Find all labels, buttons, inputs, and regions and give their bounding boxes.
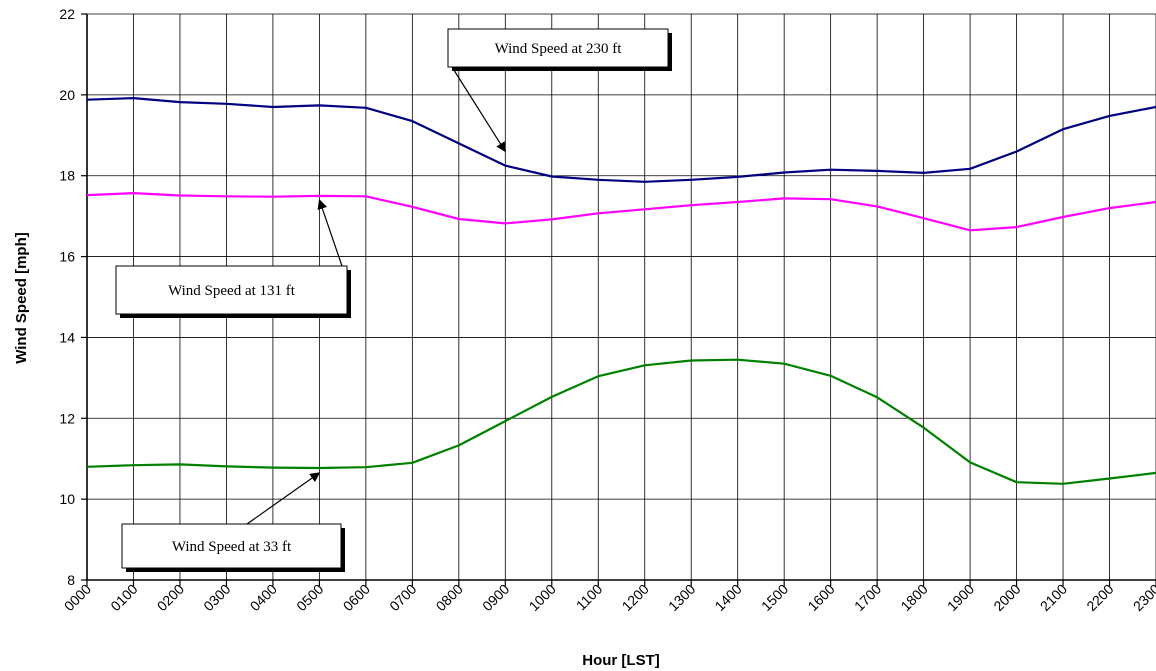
axes — [81, 13, 1156, 586]
x-tick-label: 0500 — [293, 581, 326, 614]
x-tick-label: 1900 — [944, 581, 977, 614]
x-tick-label: 1800 — [897, 581, 930, 614]
annotation-label: Wind Speed at 131 ft — [168, 283, 296, 299]
x-tick-label: 0100 — [107, 581, 140, 614]
x-tick-label: 0300 — [200, 581, 233, 614]
x-tick-label: 2300 — [1130, 581, 1156, 614]
y-tick-label: 18 — [59, 168, 75, 184]
annotation-box — [447, 28, 669, 68]
series-lines — [86, 96, 1156, 485]
x-tick-labels: 0000 0100 0200 0300 0400 0500 0600 0700 0800 0900… — [61, 581, 1156, 614]
x-tick-label: 0700 — [386, 581, 419, 614]
y-tick-label: 16 — [59, 249, 75, 265]
y-axis-title: Wind Speed [mph] — [13, 232, 30, 364]
x-axis-title: Hour [LST] — [582, 652, 659, 669]
x-tick-label: 0600 — [340, 581, 373, 614]
annotation-box — [115, 265, 348, 315]
annotations: Wind Speed at 230 ft Wind Speed at 131 ft… — [115, 28, 672, 572]
series-line-1 — [86, 96, 1156, 183]
annotation-arrow — [317, 199, 343, 267]
x-tick-label: 0800 — [433, 581, 466, 614]
x-tick-label: 1400 — [711, 581, 744, 614]
x-tick-label: 0400 — [247, 581, 280, 614]
series-line-2 — [86, 192, 1156, 232]
y-tick-label: 22 — [59, 6, 75, 22]
x-tick-label: 1700 — [851, 581, 884, 614]
x-tick-label: 1600 — [804, 581, 837, 614]
x-tick-label: 2000 — [990, 581, 1023, 614]
y-tick-label: 20 — [59, 87, 75, 103]
annotation-label: Wind Speed at 33 ft — [172, 539, 292, 555]
annotation-arrow — [246, 472, 321, 525]
x-tick-label: 1100 — [573, 581, 606, 614]
y-tick-label: 10 — [59, 491, 75, 507]
y-tick-label: 12 — [59, 410, 75, 426]
x-tick-label: 1500 — [758, 581, 791, 614]
y-tick-label: 14 — [59, 329, 75, 345]
x-tick-label: 1300 — [665, 581, 698, 614]
annotation-box — [121, 523, 342, 569]
x-tick-label: 2100 — [1037, 581, 1070, 614]
x-tick-label: 1000 — [526, 581, 559, 614]
annotation-label: Wind Speed at 230 ft — [495, 41, 623, 57]
y-tick-labels: 8 10 12 14 16 18 20 22 — [59, 6, 75, 588]
x-tick-label: 2200 — [1083, 581, 1116, 614]
x-tick-label: 0200 — [154, 581, 187, 614]
x-tick-label: 1200 — [619, 581, 652, 614]
x-tick-label: 0000 — [61, 581, 94, 614]
annotation-arrow — [451, 66, 506, 153]
y-tick-label: 8 — [67, 572, 75, 588]
x-tick-label: 0900 — [479, 581, 512, 614]
series-line-3 — [86, 358, 1156, 485]
